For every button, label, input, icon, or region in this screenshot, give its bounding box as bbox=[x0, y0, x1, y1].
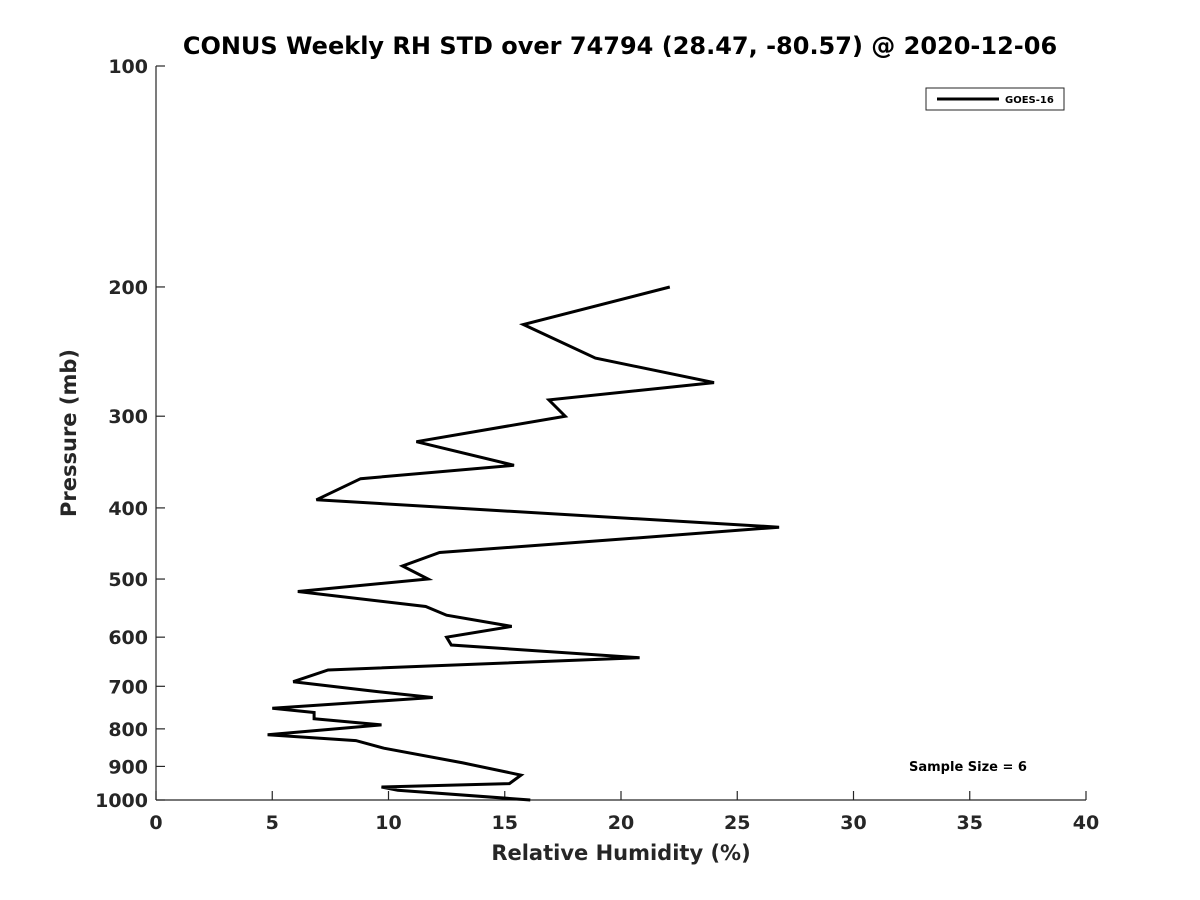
x-ticks: 0 5 10 15 20 25 30 35 40 bbox=[149, 791, 1099, 834]
y-tick-label: 500 bbox=[108, 569, 148, 591]
plot-area bbox=[155, 66, 1086, 801]
x-axis-label: Relative Humidity (%) bbox=[491, 841, 750, 865]
y-ticks: 100 200 300 400 500 600 700 800 900 1000 bbox=[95, 56, 165, 812]
sample-size-annotation: Sample Size = 6 bbox=[909, 760, 1027, 775]
chart-title: CONUS Weekly RH STD over 74794 (28.47, -… bbox=[183, 32, 1057, 60]
y-tick-label: 900 bbox=[108, 756, 148, 778]
x-tick-label: 25 bbox=[724, 812, 750, 834]
series-group bbox=[267, 285, 780, 802]
x-tick-label: 10 bbox=[375, 812, 401, 834]
y-tick-label: 1000 bbox=[95, 790, 148, 812]
y-tick-label: 200 bbox=[108, 277, 148, 299]
y-axis-label: Pressure (mb) bbox=[57, 349, 81, 517]
legend-label-goes-16: GOES-16 bbox=[1005, 95, 1054, 106]
x-tick-label: 5 bbox=[266, 812, 279, 834]
series-line-goes-16 bbox=[267, 285, 780, 802]
y-tick-label: 700 bbox=[108, 676, 148, 698]
x-tick-label: 0 bbox=[149, 812, 162, 834]
legend: GOES-16 bbox=[925, 87, 1065, 111]
x-tick-label: 20 bbox=[608, 812, 634, 834]
x-tick-label: 35 bbox=[957, 812, 983, 834]
y-tick-label: 300 bbox=[108, 406, 148, 428]
y-tick-label: 800 bbox=[108, 719, 148, 741]
x-tick-label: 30 bbox=[840, 812, 866, 834]
y-tick-label: 600 bbox=[108, 627, 148, 649]
x-tick-label: 40 bbox=[1073, 812, 1099, 834]
y-tick-label: 400 bbox=[108, 498, 148, 520]
y-tick-label: 100 bbox=[108, 56, 148, 78]
x-tick-label: 15 bbox=[492, 812, 518, 834]
